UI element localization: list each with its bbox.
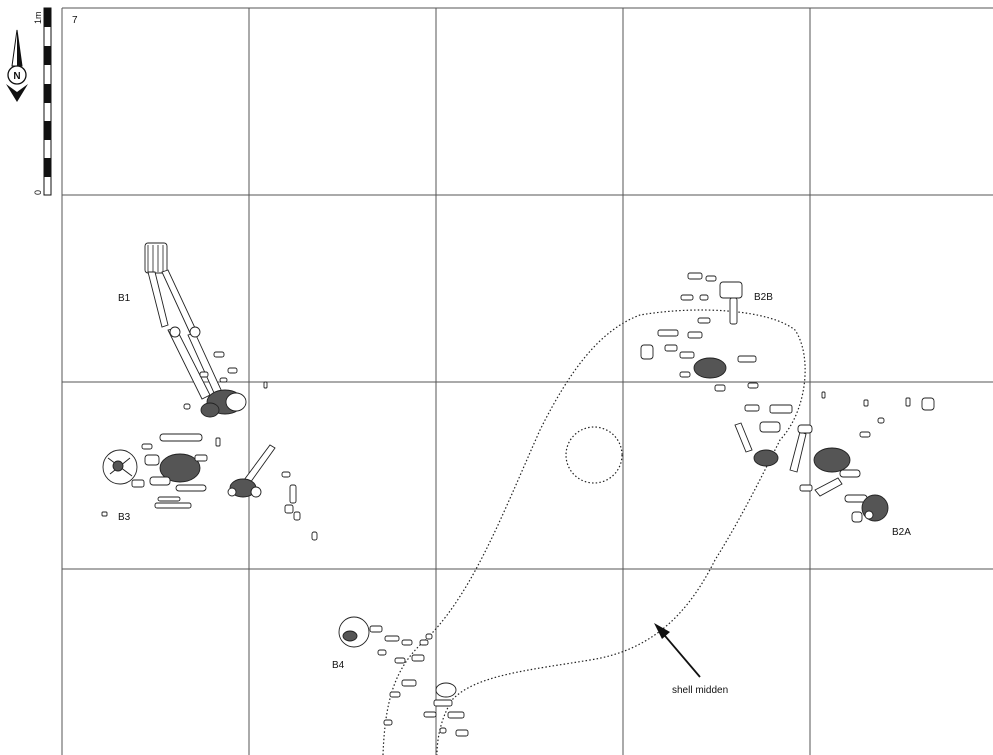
burial-b1-skeleton (144, 242, 268, 418)
burial-b2b-skeleton (640, 272, 759, 392)
burial-b3-skeleton (101, 433, 221, 517)
burial-b3-associated-bones (227, 444, 318, 541)
burial-b4-skeleton (338, 616, 469, 737)
shell-midden-arrow-icon (654, 623, 701, 678)
burial-label-b1: B1 (118, 293, 131, 304)
shell-midden-outline (382, 309, 806, 755)
burial-label-b2a: B2A (892, 527, 911, 538)
north-arrow-letter: N (13, 71, 20, 82)
burial-label-b3: B3 (118, 512, 131, 523)
burial-label-b2b: B2B (754, 292, 773, 303)
burial-b2a-skeleton (734, 391, 935, 523)
shell-midden-label: shell midden (672, 685, 728, 696)
north-arrow-icon (6, 29, 28, 102)
sheet-number: 7 (72, 15, 78, 26)
scale-label-top: 1m (33, 11, 43, 24)
scale-bar (43, 7, 52, 196)
burial-label-b4: B4 (332, 660, 345, 671)
scale-label-bottom: 0 (33, 190, 43, 195)
pit-feature (565, 426, 623, 484)
